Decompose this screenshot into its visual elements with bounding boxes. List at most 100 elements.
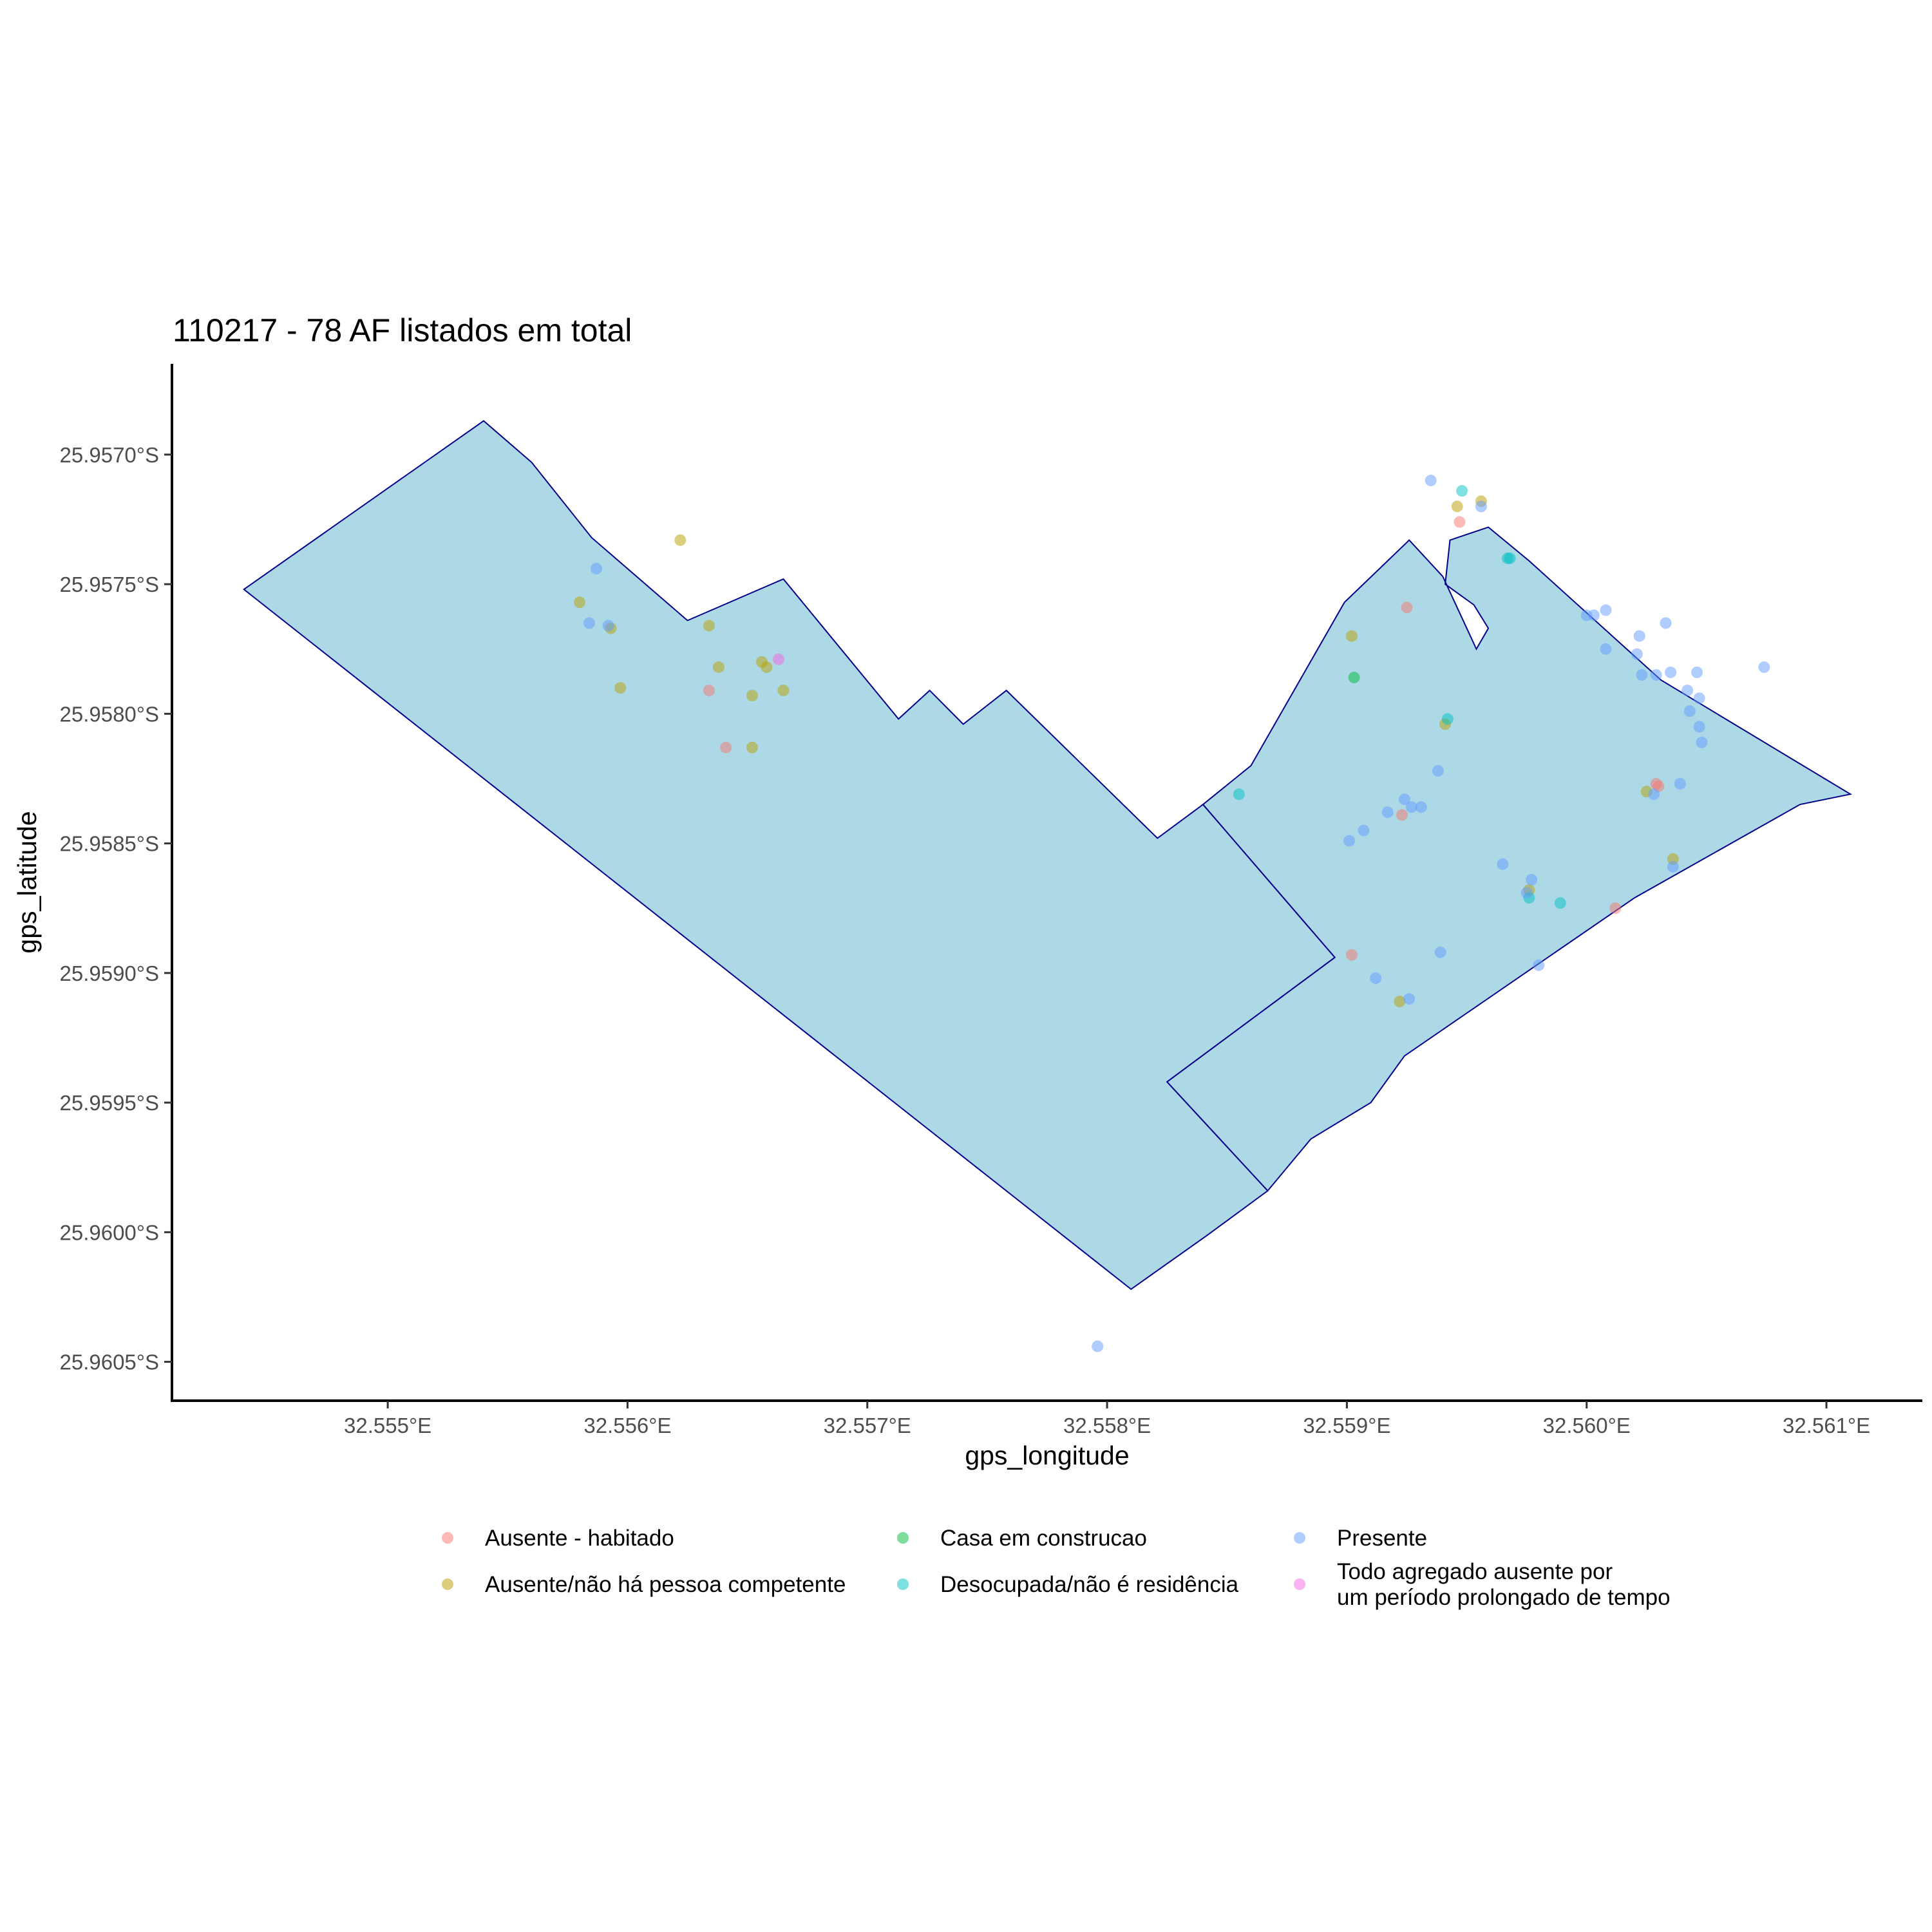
legend-key <box>1294 1532 1305 1544</box>
household-point <box>1758 661 1770 673</box>
household-point <box>1348 672 1360 683</box>
household-point <box>1504 552 1516 564</box>
household-point <box>1358 824 1370 837</box>
household-point <box>1693 692 1705 705</box>
legend-label: um período prolongado de tempo <box>1337 1585 1671 1610</box>
household-point <box>1092 1340 1104 1352</box>
legend-key <box>442 1578 453 1590</box>
household-point <box>777 685 790 697</box>
x-tick-label: 32.558°E <box>1063 1414 1151 1437</box>
legend-label: Casa em construcao <box>940 1526 1147 1551</box>
household-point <box>746 690 758 702</box>
legend-label: Todo agregado ausente por <box>1337 1559 1613 1584</box>
household-point <box>1691 667 1703 678</box>
household-point <box>1497 858 1509 870</box>
household-point <box>1667 860 1679 873</box>
legend-key <box>1294 1578 1305 1590</box>
household-point <box>602 620 614 632</box>
legend-key <box>442 1532 453 1544</box>
household-point <box>1600 604 1612 616</box>
x-tick-label: 32.556°E <box>583 1414 671 1437</box>
household-point <box>574 596 585 609</box>
legend-label: Desocupada/não é residência <box>940 1572 1239 1597</box>
household-point <box>1233 788 1245 800</box>
household-point <box>746 741 758 753</box>
household-point <box>1631 648 1643 660</box>
y-axis-title: gps_latitude <box>12 811 42 953</box>
household-point <box>1454 516 1466 528</box>
household-point <box>712 661 724 673</box>
x-tick-label: 32.555°E <box>344 1414 431 1437</box>
household-point <box>1665 667 1677 678</box>
y-tick-label: 25.9600°S <box>60 1220 160 1244</box>
household-point <box>614 682 627 694</box>
legend-label: Presente <box>1337 1526 1427 1551</box>
y-ticks: 25.9570°S 25.9575°S 25.9580°S 25.9585°S 25.9… <box>60 443 172 1374</box>
household-point <box>1396 809 1408 821</box>
household-point <box>1441 713 1454 725</box>
household-point <box>1533 959 1545 971</box>
household-point <box>1456 485 1468 497</box>
household-point <box>583 617 595 629</box>
household-point <box>1434 946 1446 958</box>
legend-key <box>897 1578 909 1590</box>
x-tick-label: 32.559°E <box>1303 1414 1390 1437</box>
household-point <box>703 620 715 632</box>
legend: Ausente - habitado Ausente/não há pessoa … <box>442 1526 1671 1610</box>
y-tick-label: 25.9570°S <box>60 443 160 467</box>
household-point <box>1381 806 1394 819</box>
household-point <box>1415 801 1427 813</box>
legend-label: Ausente - habitado <box>485 1526 674 1551</box>
household-point <box>1343 835 1356 847</box>
household-point <box>1394 996 1406 1008</box>
y-tick-label: 25.9595°S <box>60 1091 160 1115</box>
x-axis-title: gps_longitude <box>965 1441 1129 1470</box>
household-point <box>761 661 773 673</box>
area-polygon-2 <box>1166 526 1853 1192</box>
household-point <box>1633 630 1645 642</box>
household-point <box>1648 788 1660 800</box>
household-point <box>1696 736 1708 748</box>
x-ticks: 32.555°E 32.556°E 32.557°E 32.558°E 32.559°E… <box>344 1401 1870 1437</box>
household-point <box>674 534 687 546</box>
y-tick-label: 25.9580°S <box>60 702 160 726</box>
household-point <box>1451 500 1463 513</box>
y-tick-label: 25.9605°S <box>60 1350 160 1374</box>
household-point <box>1683 705 1696 717</box>
household-point <box>1587 609 1600 621</box>
household-point <box>1526 874 1538 886</box>
household-point <box>703 685 715 697</box>
household-point <box>773 653 784 665</box>
household-point <box>1693 721 1705 733</box>
household-point <box>1674 778 1686 790</box>
household-point <box>1345 949 1358 961</box>
household-point <box>1345 630 1358 642</box>
household-point <box>1370 972 1382 984</box>
household-point <box>1681 685 1694 697</box>
points-layer <box>574 475 1770 1352</box>
polygons-layer <box>243 420 1853 1291</box>
household-point <box>720 741 732 753</box>
y-tick-label: 25.9590°S <box>60 961 160 985</box>
household-point <box>1475 500 1487 513</box>
household-point <box>1401 601 1413 614</box>
x-tick-label: 32.560°E <box>1543 1414 1631 1437</box>
household-point <box>1403 993 1416 1005</box>
y-tick-label: 25.9585°S <box>60 832 160 856</box>
household-point <box>1425 475 1437 487</box>
household-point <box>1432 764 1444 777</box>
household-point <box>591 563 602 574</box>
household-point <box>1609 902 1622 914</box>
chart-title: 110217 - 78 AF listados em total <box>173 312 632 348</box>
household-point <box>1398 793 1410 806</box>
area-polygon-1 <box>243 420 1336 1291</box>
x-tick-label: 32.561°E <box>1783 1414 1870 1437</box>
y-tick-label: 25.9575°S <box>60 573 160 596</box>
x-tick-label: 32.557°E <box>824 1414 911 1437</box>
legend-label: Ausente/não há pessoa competente <box>485 1572 846 1597</box>
household-point <box>1660 617 1672 629</box>
household-point <box>1520 887 1533 899</box>
household-point <box>1554 897 1566 909</box>
household-point <box>1600 643 1612 655</box>
household-point <box>1636 669 1648 681</box>
